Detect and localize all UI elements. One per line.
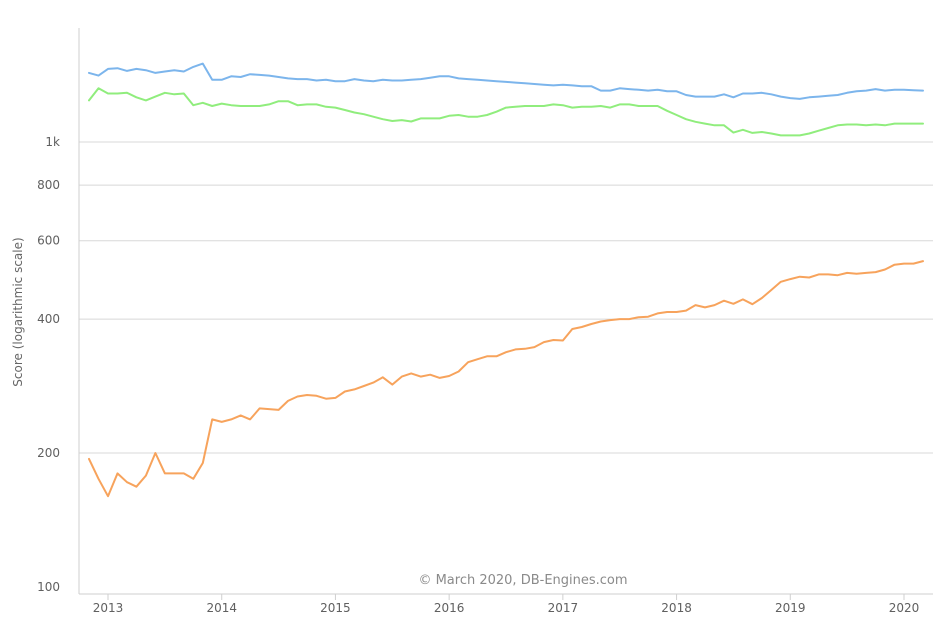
series-lines	[88, 62, 924, 498]
x-tick-label: 2019	[775, 601, 806, 615]
x-tick-label: 2016	[434, 601, 465, 615]
credit-text[interactable]: © March 2020, DB-Engines.com	[418, 573, 627, 588]
y-tick-label: 400	[37, 312, 60, 326]
series-line-1[interactable]	[88, 62, 924, 100]
x-tick-label: 2014	[206, 601, 237, 615]
y-tick-label: 1k	[45, 135, 60, 149]
x-tick-label: 2015	[320, 601, 351, 615]
series-line-2[interactable]	[88, 87, 924, 137]
x-tick-label: 2018	[661, 601, 692, 615]
y-tick-labels: 100 200 400 600 800 1k	[37, 135, 60, 594]
x-tick-label: 2017	[548, 601, 579, 615]
y-axis-title: Score (logarithmic scale)	[11, 237, 25, 386]
y-tick-label: 800	[37, 178, 60, 192]
x-tick-label: 2020	[889, 601, 920, 615]
x-tick-labels: 2013 2014 2015 2016 2017 2018 2019 2020	[93, 594, 920, 615]
y-tick-label: 600	[37, 234, 60, 248]
y-tick-label: 100	[37, 580, 60, 594]
grid-lines	[79, 141, 933, 454]
x-tick-label: 2013	[93, 601, 124, 615]
series-line-3[interactable]	[88, 260, 924, 498]
y-tick-label: 200	[37, 446, 60, 460]
